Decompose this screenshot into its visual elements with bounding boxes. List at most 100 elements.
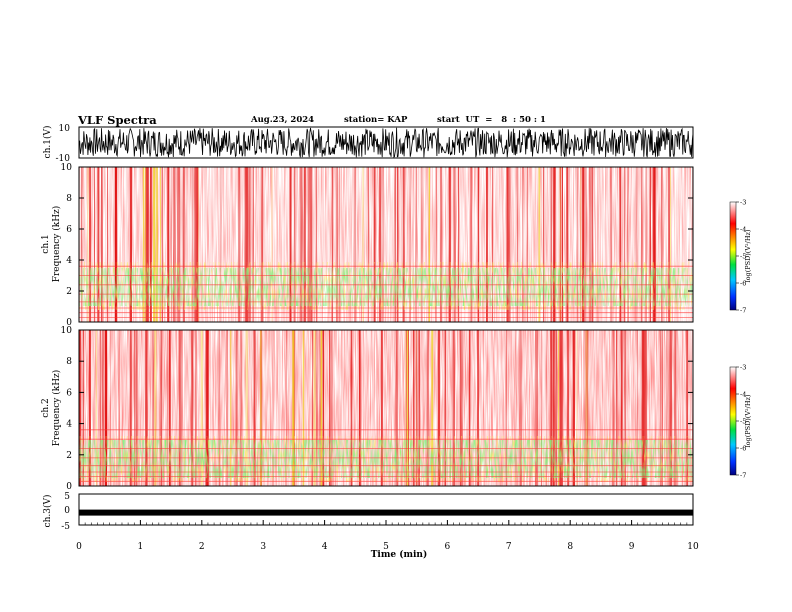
spectrogram-stripe [435,167,437,322]
spectrogram-stripe [621,330,623,486]
spectrogram-stripe [461,330,463,486]
spectrogram-stripe [220,167,222,322]
spectrogram-stripe [550,167,553,322]
spectrogram-stripe [536,330,538,486]
spectrogram-stripe [145,167,148,322]
spec-ytick-label: 10 [61,326,73,336]
x-tick-label: 6 [445,542,451,552]
spectrogram-stripe [428,167,430,322]
spectrogram-stripe [394,167,396,322]
spec-ytick-label: 6 [66,225,72,235]
spectrogram-stripe [94,167,95,322]
spectrogram-stripe [448,167,451,322]
spectrogram-stripe [505,330,507,486]
spectrogram-stripe [526,167,528,322]
spectrogram-stripe [574,167,576,322]
spec-ytick-label: 0 [66,482,72,492]
spectrogram-stripe [666,330,668,486]
spectrogram-stripe [382,167,384,322]
spectrogram-stripe [468,330,471,486]
spectrogram-stripe [444,330,446,486]
spectrogram-stripe [230,330,232,486]
spectrogram-stripe [331,167,333,322]
spectrogram-stripe [332,167,334,322]
spectrogram-stripe [322,330,325,486]
spec-ytick-label: 10 [61,163,73,173]
x-axis-label: Time (min) [371,549,428,560]
spectrogram-stripe [492,167,494,322]
spectrogram-stripe [674,330,676,486]
spectrogram-stripe [558,330,560,486]
spectrogram-stripe [310,167,313,322]
ch3-waveform-panel: 5 0 -5 ch.3(V) [42,492,694,532]
spectrogram-stripe [567,330,570,486]
spectrogram-stripe [522,167,524,322]
colorbar-tick-label: -3 [740,199,746,207]
spectrogram-stripe [573,330,575,486]
spectrogram-stripe [469,167,472,322]
spectrogram-stripe [88,330,91,486]
ch3-ylabel: ch.3(V) [42,495,53,528]
spectrogram-stripe [612,330,615,486]
ch2-horizontal-lines [79,429,693,482]
ch1-colorbar: -3 -4 -5 -6 -7 log(PSD)(V²/Hz) [729,199,752,315]
x-tick-label: 9 [629,542,635,552]
spectrogram-stripe [478,167,480,322]
spectrogram-stripe [169,330,171,486]
spectrogram-stripe [418,167,422,322]
ch1-spec-ylabel-1: ch.1 [41,234,51,253]
spectrogram-stripe [615,330,618,486]
spectrogram-stripe [261,167,264,322]
spectrogram-stripe [168,330,171,486]
spectrogram-stripe [635,167,638,322]
station-label: station= KAP [344,115,408,125]
spectrogram-stripe [160,167,161,322]
spectrogram-stripe [161,167,163,322]
x-tick-label: 5 [383,542,389,552]
spectrogram-stripe [653,167,656,322]
spectrogram-stripe [619,167,621,322]
spectrogram-stripe [619,167,621,322]
spectrogram-stripe [459,330,461,486]
colorbar-tick-label: -7 [740,472,746,480]
spectrogram-stripe [408,330,409,486]
spectrogram-stripe [437,167,441,322]
spectrogram-stripe [621,330,624,486]
spectrogram-stripe [227,330,230,486]
spectrogram-stripe [516,167,519,322]
spectrogram-stripe [252,167,254,322]
spec-ytick-label: 4 [66,420,72,430]
spectrogram-stripe [515,330,517,486]
spectrogram-stripe [159,330,161,486]
spectrogram-stripe [443,167,445,322]
spectrogram-stripe [542,330,545,486]
ch3-waveform-trace [79,509,693,516]
x-tick-label: 4 [322,542,328,552]
spectrogram-stripe [413,330,415,486]
spectrogram-stripe [218,330,221,486]
spectrogram-stripe [144,167,146,322]
spectrogram-stripe [301,167,304,322]
colorbar-tick-label: -3 [740,364,746,372]
spectrogram-stripe [520,330,522,486]
colorbar-tick-label: -5 [740,418,746,426]
spectrogram-stripe [486,167,488,322]
spectrogram-stripe [185,330,187,486]
spectrogram-stripe [572,330,574,486]
spectrogram-stripe [329,330,331,486]
spectrogram-stripe [191,330,194,486]
ch2-vertical-stripes [79,330,689,486]
spectrogram-stripe [636,330,638,486]
spectrogram-stripe [458,167,460,322]
spectrogram-stripe [535,330,537,486]
spectrogram-stripe [437,330,440,486]
spectrogram-stripe [367,167,370,322]
ch3-ytick-top: 5 [64,492,70,502]
spectrogram-stripe [182,167,185,322]
spectrogram-stripe [80,167,81,322]
spectrogram-stripe [134,330,136,486]
spectrogram-stripe [668,330,671,486]
spectrogram-stripe [292,330,295,486]
ch2-spec-ylabel-1: ch.2 [41,398,51,417]
colorbar-tick-label: -4 [740,226,746,234]
